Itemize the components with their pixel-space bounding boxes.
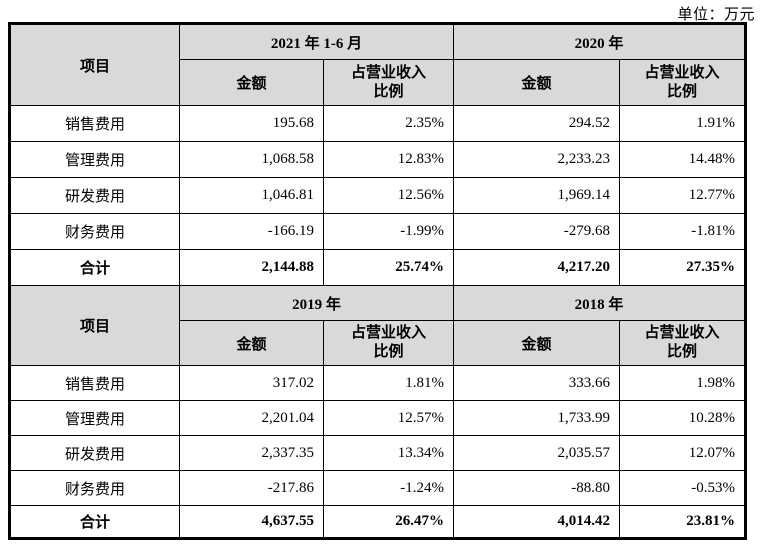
table-row-admin-expense: 管理费用 2,201.04 12.57% 1,733.99 10.28% (9, 400, 747, 436)
table-row-finance-expense: 财务费用 -166.19 -1.99% -279.68 -1.81% (9, 213, 747, 250)
unit-label: 单位：万元 (677, 7, 755, 23)
ratio-cell: 12.07% (618, 435, 747, 471)
row-label: 财务费用 (9, 213, 180, 250)
amount-cell: 317.02 (179, 365, 324, 401)
row-label: 研发费用 (9, 177, 180, 214)
table-row-admin-expense: 管理费用 1,068.58 12.83% 2,233.23 14.48% (9, 141, 747, 178)
table-row-rd-expense: 研发费用 1,046.81 12.56% 1,969.14 12.77% (9, 177, 747, 214)
ratio-header: 占营业收入 比例 (323, 59, 454, 106)
ratio-cell: -1.24% (323, 470, 454, 506)
ratio-header: 占营业收入 比例 (323, 320, 454, 366)
amount-cell: 2,144.88 (179, 249, 324, 286)
period-header-2019: 2019 年 (179, 285, 454, 321)
amount-header: 金额 (179, 320, 324, 366)
header-row-measures-block2: 金额 占营业收入 比例 金额 占营业收入 比例 (10, 320, 747, 366)
period-header-2020: 2020 年 (452, 23, 747, 60)
period-expense-table: 项目 2021 年 1-6 月 2020 年 金额 占营业收入 比例 金额 占营… (8, 22, 748, 540)
total-label: 合计 (9, 249, 180, 286)
amount-header: 金额 (453, 59, 620, 106)
header-row-periods-block2: 项目 2019 年 2018 年 (9, 285, 747, 366)
row-label: 财务费用 (9, 470, 180, 506)
header-row-measures-block1: 金额 占营业收入 比例 金额 占营业收入 比例 (10, 59, 747, 106)
amount-cell: 1,969.14 (453, 177, 620, 214)
table-row-total-block1: 合计 2,144.88 25.74% 4,217.20 27.35% (9, 249, 747, 286)
table-row-rd-expense: 研发费用 2,337.35 13.34% 2,035.57 12.07% (9, 435, 747, 471)
ratio-cell: 27.35% (618, 249, 747, 286)
amount-cell: -88.80 (453, 470, 620, 506)
amount-cell: 1,068.58 (179, 141, 324, 178)
row-label: 销售费用 (9, 365, 180, 401)
period-header-2021h1: 2021 年 1-6 月 (179, 23, 454, 60)
total-label: 合计 (9, 505, 180, 539)
table-row-sales-expense: 销售费用 195.68 2.35% 294.52 1.91% (9, 105, 747, 142)
ratio-cell: -1.81% (618, 213, 747, 250)
amount-cell: 2,201.04 (179, 400, 324, 436)
amount-cell: 2,337.35 (179, 435, 324, 471)
ratio-cell: 1.98% (618, 365, 747, 401)
amount-cell: 2,035.57 (453, 435, 620, 471)
amount-cell: -279.68 (453, 213, 620, 250)
amount-cell: 2,233.23 (453, 141, 620, 178)
ratio-cell: 12.56% (323, 177, 454, 214)
ratio-cell: 23.81% (618, 505, 747, 539)
ratio-cell: 13.34% (323, 435, 454, 471)
amount-cell: -217.86 (179, 470, 324, 506)
ratio-cell: -0.53% (618, 470, 747, 506)
ratio-cell: 10.28% (618, 400, 747, 436)
amount-header: 金额 (179, 59, 324, 106)
amount-cell: 1,733.99 (453, 400, 620, 436)
item-column-header: 项目 (9, 23, 180, 106)
amount-header: 金额 (453, 320, 620, 366)
row-label: 销售费用 (9, 105, 180, 142)
amount-cell: 4,217.20 (453, 249, 620, 286)
ratio-header: 占营业收入 比例 (618, 59, 747, 106)
ratio-header: 占营业收入 比例 (618, 320, 747, 366)
ratio-cell: 12.77% (618, 177, 747, 214)
ratio-cell: 12.83% (323, 141, 454, 178)
period-header-2018: 2018 年 (452, 285, 747, 321)
amount-cell: -166.19 (179, 213, 324, 250)
amount-cell: 333.66 (453, 365, 620, 401)
amount-cell: 1,046.81 (179, 177, 324, 214)
ratio-cell: 1.81% (323, 365, 454, 401)
row-label: 管理费用 (9, 400, 180, 436)
table-row-total-block2: 合计 4,637.55 26.47% 4,014.42 23.81% (9, 505, 747, 539)
amount-cell: 4,014.42 (453, 505, 620, 539)
ratio-cell: 1.91% (618, 105, 747, 142)
amount-cell: 195.68 (179, 105, 324, 142)
amount-cell: 294.52 (453, 105, 620, 142)
item-column-header: 项目 (9, 285, 180, 366)
header-row-periods-block1: 项目 2021 年 1-6 月 2020 年 (9, 23, 747, 106)
ratio-cell: 12.57% (323, 400, 454, 436)
table-row-sales-expense: 销售费用 317.02 1.81% 333.66 1.98% (9, 365, 747, 401)
row-label: 管理费用 (9, 141, 180, 178)
ratio-cell: 26.47% (323, 505, 454, 539)
row-label: 研发费用 (9, 435, 180, 471)
ratio-cell: 2.35% (323, 105, 454, 142)
ratio-cell: 14.48% (618, 141, 747, 178)
ratio-cell: 25.74% (323, 249, 454, 286)
table-row-finance-expense: 财务费用 -217.86 -1.24% -88.80 -0.53% (9, 470, 747, 506)
amount-cell: 4,637.55 (179, 505, 324, 539)
ratio-cell: -1.99% (323, 213, 454, 250)
